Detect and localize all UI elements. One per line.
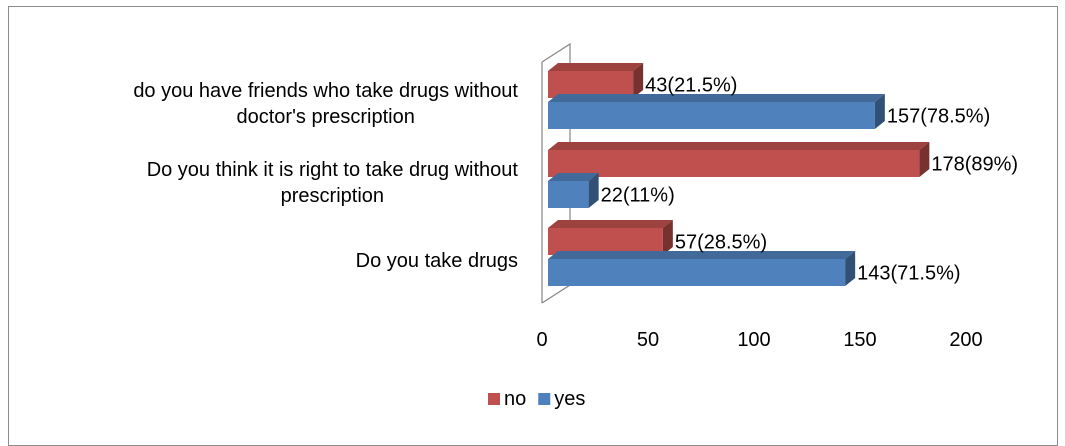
bar-top-yes [548, 251, 856, 259]
bar-side-no [633, 63, 644, 98]
legend: no yes [488, 388, 585, 410]
data-label: 157(78.5%) [887, 106, 990, 128]
bar-yes [548, 259, 846, 286]
category-label: Do you think it is right to take drug wi… [147, 159, 519, 181]
data-label: 57(28.5%) [675, 232, 767, 254]
axes: 0 50 100 150 200 [536, 42, 983, 351]
bar-top-yes [548, 94, 885, 102]
data-label: 178(89%) [931, 154, 1018, 176]
data-label: 143(71.5%) [857, 263, 960, 285]
bar-side-no [919, 142, 930, 177]
legend-swatch-no [488, 393, 500, 405]
category-label: doctor's prescription [236, 106, 414, 128]
legend-label-yes: yes [554, 388, 585, 410]
category-label: Do you take drugs [356, 250, 518, 272]
bar-no [548, 71, 634, 98]
bar-no [548, 228, 663, 255]
x-tick-label: 150 [843, 329, 876, 351]
data-label: 43(21.5%) [645, 75, 737, 97]
bar-top-yes [548, 173, 599, 181]
category-label: prescription [281, 185, 384, 207]
x-tick-label: 50 [637, 329, 659, 351]
legend-swatch-yes [538, 393, 551, 405]
bar-yes [548, 102, 875, 129]
bar-yes [548, 181, 589, 208]
labels: do you have friends who take drugs witho… [133, 75, 1018, 285]
bar-side-yes [845, 251, 856, 286]
bar-side-yes [588, 173, 599, 208]
legend-label-no: no [504, 388, 526, 410]
bar-no [548, 150, 920, 177]
bar-top-no [548, 142, 930, 150]
category-label: do you have friends who take drugs witho… [133, 80, 518, 102]
x-tick-label: 100 [737, 329, 770, 351]
bar-top-no [548, 63, 644, 71]
bars [548, 63, 930, 286]
x-tick-label: 0 [536, 329, 547, 351]
bar-chart: 0 50 100 150 200 do you have friends who tak… [133, 42, 1018, 410]
bar-top-no [548, 220, 673, 228]
bar-side-yes [874, 94, 885, 129]
data-label: 22(11%) [601, 185, 675, 207]
bar-side-no [662, 220, 673, 255]
chart-frame [8, 6, 1058, 446]
x-tick-label: 200 [949, 329, 982, 351]
